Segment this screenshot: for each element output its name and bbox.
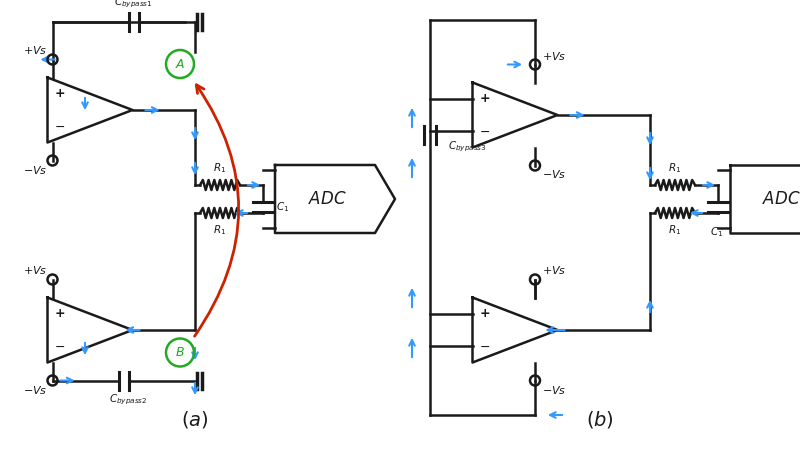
Text: $-Vs$: $-Vs$: [542, 168, 566, 180]
Text: $R_1$: $R_1$: [214, 223, 226, 237]
Text: $-$: $-$: [479, 125, 490, 138]
Text: $(b)$: $(b)$: [586, 409, 614, 430]
Text: $R_1$: $R_1$: [669, 223, 682, 237]
Text: +$Vs$: +$Vs$: [23, 45, 47, 57]
FancyArrowPatch shape: [194, 85, 238, 336]
Text: $C_1$: $C_1$: [276, 200, 290, 214]
Text: $B$: $B$: [175, 346, 185, 359]
Text: $C_1$: $C_1$: [710, 225, 723, 239]
Text: +$Vs$: +$Vs$: [23, 265, 47, 276]
Text: $-Vs$: $-Vs$: [23, 163, 47, 176]
Text: $R_1$: $R_1$: [214, 161, 226, 175]
Text: $-$: $-$: [479, 340, 490, 353]
Text: +: +: [54, 307, 65, 320]
Text: $-$: $-$: [54, 340, 65, 353]
Text: $C_{bypass3}$: $C_{bypass3}$: [448, 140, 487, 154]
Text: +: +: [54, 87, 65, 100]
Text: $A$: $A$: [175, 58, 185, 71]
Text: +: +: [479, 92, 490, 105]
Text: $ADC$: $ADC$: [308, 190, 347, 208]
Text: $-Vs$: $-Vs$: [23, 383, 47, 396]
Text: +$Vs$: +$Vs$: [542, 50, 566, 62]
Text: $ADC$: $ADC$: [762, 190, 800, 208]
Text: +$Vs$: +$Vs$: [542, 265, 566, 276]
Text: $C_{bypass1}$: $C_{bypass1}$: [114, 0, 153, 10]
Text: $R_1$: $R_1$: [669, 161, 682, 175]
Text: $C_{bypass2}$: $C_{bypass2}$: [110, 392, 148, 407]
Text: +: +: [479, 307, 490, 320]
Text: $-Vs$: $-Vs$: [542, 383, 566, 396]
Text: $(a)$: $(a)$: [182, 409, 209, 430]
Text: $-$: $-$: [54, 120, 65, 133]
